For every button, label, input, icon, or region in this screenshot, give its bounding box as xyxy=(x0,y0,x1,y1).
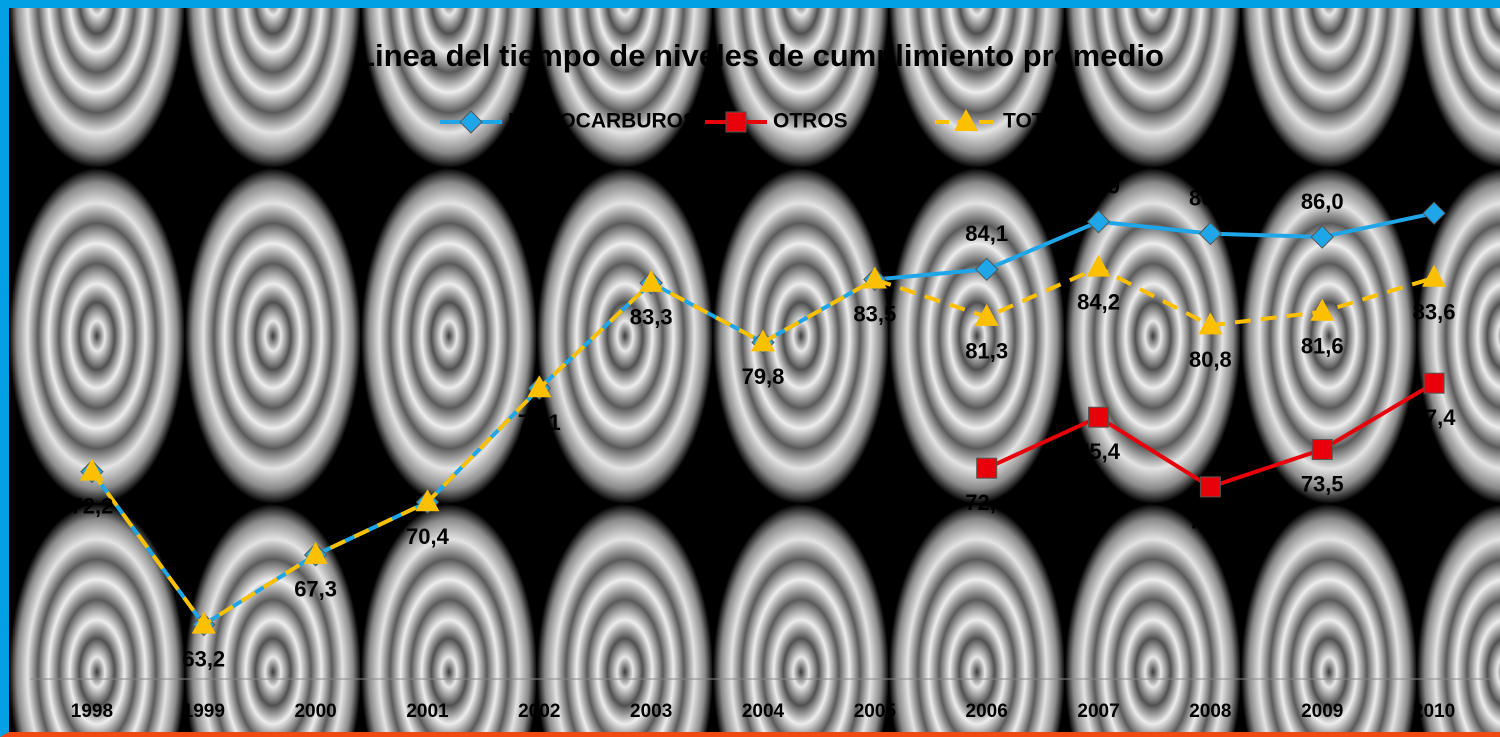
chart: Linea del tiempo de niveles de cumplimie… xyxy=(0,0,1500,737)
data-point xyxy=(1200,477,1220,497)
data-point xyxy=(1424,373,1444,393)
data-label: 83,5 xyxy=(853,301,896,326)
x-tick-label: 1999 xyxy=(183,701,225,722)
data-label: 70,4 xyxy=(406,524,450,549)
data-point xyxy=(977,458,997,478)
data-label: 75,4 xyxy=(1077,439,1121,464)
legend-label: HIDROCARBUROS xyxy=(508,110,697,133)
legend-label: TOTAL xyxy=(1003,110,1071,133)
data-point xyxy=(1089,407,1109,427)
data-label: 81,6 xyxy=(1301,334,1344,359)
x-tick-label: 2007 xyxy=(1077,701,1119,722)
x-tick-label: 2003 xyxy=(630,701,672,722)
chart-title: Linea del tiempo de niveles de cumplimie… xyxy=(356,38,1164,73)
series-line xyxy=(987,383,1434,487)
legend-marker xyxy=(726,112,746,132)
x-tick-label: 2002 xyxy=(518,701,560,722)
x-tick-label: 2005 xyxy=(854,701,897,722)
x-tick-label: 1998 xyxy=(71,701,113,722)
data-label: 77,1 xyxy=(518,410,561,435)
x-tick-label: 2008 xyxy=(1189,701,1231,722)
data-label: 79,8 xyxy=(742,364,785,389)
data-point xyxy=(1422,265,1446,287)
data-label: 86,2 xyxy=(1189,185,1232,210)
data-label: 83,3 xyxy=(630,305,673,330)
data-label: 83,6 xyxy=(1413,300,1456,325)
data-point xyxy=(1311,226,1333,248)
x-tick-label: 2009 xyxy=(1301,701,1343,722)
data-point xyxy=(1423,202,1445,224)
data-label: 63,2 xyxy=(182,646,225,671)
data-label: 84,2 xyxy=(1077,289,1120,314)
data-label: 84,1 xyxy=(965,221,1008,246)
data-point xyxy=(976,258,998,280)
data-label: 81,3 xyxy=(965,339,1008,364)
data-label: 71,3 xyxy=(1189,509,1232,534)
series-line xyxy=(92,268,1434,625)
data-point xyxy=(1088,211,1110,233)
x-tick-label: 2010 xyxy=(1413,701,1455,722)
data-point xyxy=(1087,255,1111,277)
data-label: 72,2 xyxy=(71,493,114,518)
data-label: 80,8 xyxy=(1189,347,1232,372)
data-label: 86,0 xyxy=(1301,189,1344,214)
data-label: 77,4 xyxy=(1413,405,1457,430)
data-point xyxy=(1312,440,1332,460)
x-tick-label: 2001 xyxy=(406,701,449,722)
series-line xyxy=(92,213,1434,624)
data-point xyxy=(1310,299,1334,321)
x-tick-label: 2006 xyxy=(966,701,1008,722)
legend-marker xyxy=(460,111,482,133)
x-tick-label: 2000 xyxy=(294,701,336,722)
data-label: 72,4 xyxy=(965,490,1009,515)
data-label: 73,5 xyxy=(1301,471,1344,496)
x-tick-label: 2004 xyxy=(742,701,785,722)
data-label: 67,3 xyxy=(294,577,337,602)
data-label: 87,4 xyxy=(1413,165,1457,190)
data-label: 86,9 xyxy=(1077,174,1120,199)
legend-label: OTROS xyxy=(773,110,848,133)
data-point xyxy=(1199,223,1221,245)
